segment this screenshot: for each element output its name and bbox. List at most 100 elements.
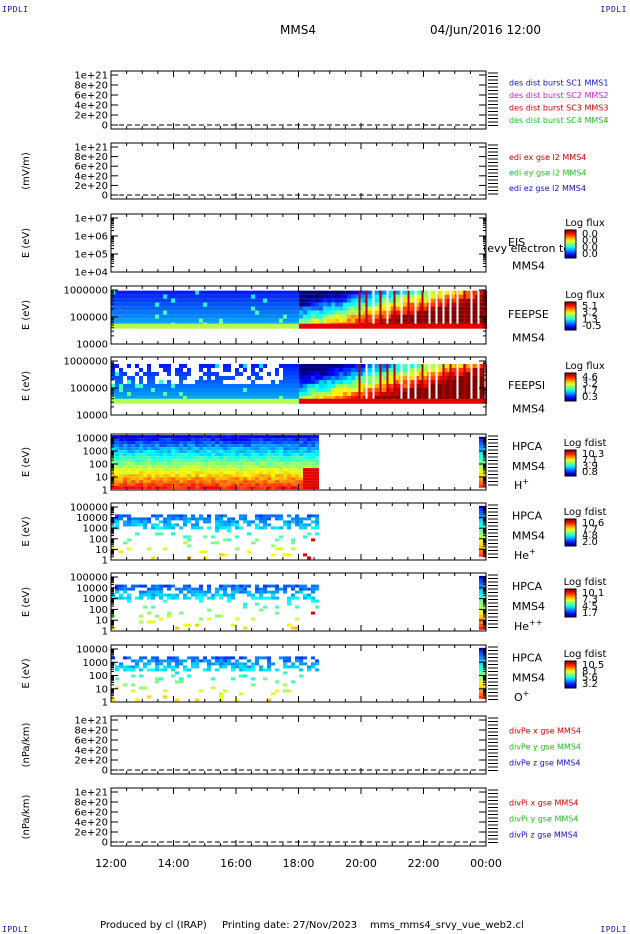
heatmap-cell xyxy=(151,379,155,384)
heatmap-cell xyxy=(167,367,171,372)
heatmap-cell xyxy=(203,477,207,481)
heatmap-cell xyxy=(251,290,255,295)
heatmap-cell xyxy=(211,662,215,666)
heatmap-stripe xyxy=(386,290,389,324)
heatmap-cell xyxy=(287,480,291,484)
heatmap-cell xyxy=(411,298,415,303)
heatmap-cell xyxy=(195,465,199,469)
heatmap-cell xyxy=(119,477,123,481)
heatmap-cell xyxy=(295,302,299,307)
heatmap-cell xyxy=(267,290,271,295)
heatmap-cell xyxy=(279,438,283,442)
heatmap-cell xyxy=(247,294,251,299)
heatmap-cell xyxy=(255,656,259,660)
heatmap-cell xyxy=(219,318,223,323)
heatmap-cell xyxy=(375,298,379,303)
heatmap-cell xyxy=(183,375,187,380)
heatmap-cell xyxy=(187,544,191,548)
heatmap-cell xyxy=(175,480,179,484)
heatmap-cell xyxy=(159,441,163,445)
heatmap-cell xyxy=(147,662,151,666)
heatmap-cell xyxy=(275,459,279,463)
heatmap-cell xyxy=(135,462,139,466)
heatmap-cell xyxy=(279,471,283,475)
heatmap-cell xyxy=(363,398,367,404)
heatmap-cell xyxy=(239,468,243,472)
heatmap-cell xyxy=(147,306,151,311)
heatmap-cell xyxy=(307,371,311,376)
heatmap-cell xyxy=(299,371,303,376)
heatmap-cell xyxy=(307,471,311,475)
heatmap-cell xyxy=(303,523,307,527)
heatmap-cell xyxy=(187,584,191,588)
heatmap-cell xyxy=(111,323,115,329)
heatmap-cell xyxy=(191,290,195,295)
heatmap-cell xyxy=(479,460,486,464)
heatmap-cell xyxy=(227,529,231,533)
heatmap-cell xyxy=(187,674,191,678)
heatmap-cell xyxy=(303,438,307,442)
heatmap-cell xyxy=(275,538,279,542)
heatmap-cell xyxy=(391,318,395,323)
heatmap-cell xyxy=(363,298,367,303)
heatmap-stripe xyxy=(421,363,424,399)
heatmap-cell xyxy=(127,447,131,451)
heatmap-cell xyxy=(351,398,355,404)
heatmap-cell xyxy=(183,395,187,400)
heatmap-cell xyxy=(207,395,211,400)
heatmap-cell xyxy=(483,323,487,329)
heatmap-cell xyxy=(255,456,259,460)
heatmap-cell xyxy=(215,447,219,451)
heatmap-cell xyxy=(123,302,127,307)
y-tick-label-edi_e: 0 xyxy=(102,191,108,202)
heatmap-cell xyxy=(167,363,171,368)
heatmap-cell xyxy=(343,363,347,368)
heatmap-cell xyxy=(207,318,211,323)
heatmap-cell xyxy=(311,302,315,307)
heatmap-cell xyxy=(147,371,151,376)
heatmap-cell xyxy=(183,541,187,545)
heatmap-cell xyxy=(215,462,219,466)
y-axis-label-edi_e: (mV/m) xyxy=(21,152,32,190)
heatmap-cell xyxy=(127,474,131,478)
panel-frame-hpca_hepp xyxy=(110,572,487,632)
heatmap-cell xyxy=(179,383,183,388)
heatmap-cell xyxy=(267,474,271,478)
heatmap-cell xyxy=(207,375,211,380)
heatmap-cell xyxy=(479,614,486,618)
heatmap-cell xyxy=(323,398,327,404)
heatmap-cell xyxy=(267,486,271,490)
y-tick-label-hpca_hepp: 10 xyxy=(95,616,108,627)
heatmap-cell xyxy=(463,323,467,329)
heatmap-cell xyxy=(187,310,191,315)
heatmap-cell xyxy=(259,318,263,323)
heatmap-cell xyxy=(159,677,163,681)
heatmap-cell xyxy=(203,387,207,392)
heatmap-cell xyxy=(307,450,311,454)
heatmap-cell xyxy=(311,514,315,518)
heatmap-cell xyxy=(191,395,195,400)
heatmap-cell xyxy=(263,514,267,518)
y-tick-label-hpca_h: 1000 xyxy=(83,447,108,458)
heatmap-cell xyxy=(207,387,211,392)
heatmap-cell xyxy=(163,294,167,299)
heatmap-cell xyxy=(283,590,287,594)
heatmap-cell xyxy=(211,447,215,451)
heatmap-cell xyxy=(131,441,135,445)
heatmap-cell xyxy=(275,441,279,445)
y-tick-label-divpi: 8e+20 xyxy=(74,798,108,809)
heatmap-cell xyxy=(295,617,299,621)
heatmap-cell xyxy=(479,469,486,473)
heatmap-stripe xyxy=(463,363,466,399)
heatmap-cell xyxy=(183,596,187,600)
heatmap-cell xyxy=(251,294,255,299)
heatmap-cell xyxy=(187,447,191,451)
heatmap-cell xyxy=(151,314,155,319)
heatmap-cell xyxy=(115,483,119,487)
heatmap-cell xyxy=(335,367,339,372)
heatmap-cell xyxy=(283,662,287,666)
panel-frame-hpca_he xyxy=(110,502,487,561)
heatmap-cell xyxy=(467,395,471,400)
heatmap-cell xyxy=(283,371,287,376)
heatmap-cell xyxy=(139,520,143,524)
